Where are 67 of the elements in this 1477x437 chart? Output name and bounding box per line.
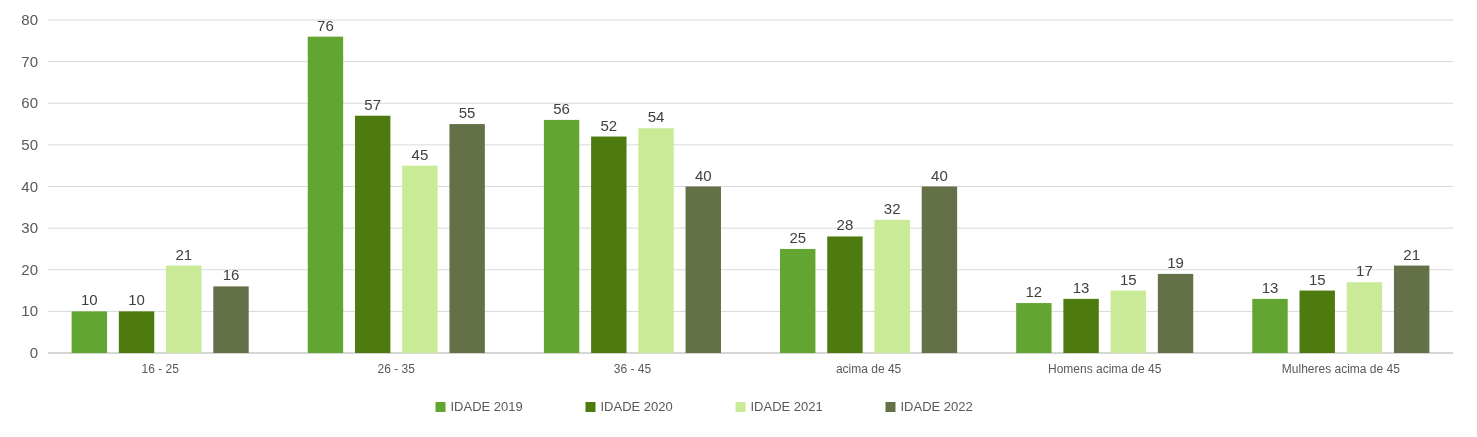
legend-label: IDADE 2019 <box>450 399 523 414</box>
bar <box>1110 290 1147 353</box>
legend-label: IDADE 2020 <box>600 399 673 414</box>
bar <box>402 165 438 353</box>
bar <box>1393 265 1430 353</box>
data-label: 13 <box>1261 278 1279 296</box>
data-label: 32 <box>883 199 901 217</box>
data-label: 40 <box>931 166 948 184</box>
bar <box>1157 273 1194 353</box>
bar <box>213 286 249 353</box>
data-label: 10 <box>128 291 145 309</box>
bar <box>780 248 816 353</box>
data-label: 25 <box>789 228 807 246</box>
data-label: 21 <box>175 245 193 263</box>
bar <box>1299 290 1335 353</box>
bar <box>307 36 344 353</box>
bar <box>685 186 721 353</box>
x-tick-label: 26 - 35 <box>377 362 416 376</box>
y-tick-label: 60 <box>21 94 38 112</box>
data-label: 10 <box>80 291 98 309</box>
bar <box>1063 298 1099 353</box>
data-label: 45 <box>411 145 429 163</box>
data-label: 54 <box>647 108 665 126</box>
bar <box>638 128 674 353</box>
legend-label: IDADE 2021 <box>750 399 823 414</box>
y-tick-label: 80 <box>21 11 38 28</box>
data-label: 13 <box>1072 278 1090 296</box>
y-tick-label: 50 <box>21 135 38 153</box>
y-tick-label: 40 <box>21 177 38 195</box>
data-label: 15 <box>1119 270 1137 288</box>
x-tick-label: Mulheres acima de 45 <box>1281 362 1401 376</box>
bar <box>874 219 910 353</box>
legend-label: IDADE 2022 <box>900 399 973 414</box>
data-label: 56 <box>553 99 570 117</box>
bar <box>1016 303 1052 353</box>
x-tick-label: acima de 45 <box>835 362 902 376</box>
y-tick-label: 70 <box>21 52 38 70</box>
data-label: 12 <box>1025 283 1043 301</box>
y-tick-label: 20 <box>21 260 38 278</box>
bar <box>166 265 202 353</box>
bar <box>71 311 108 353</box>
data-label: 21 <box>1403 245 1421 263</box>
bar <box>543 119 580 353</box>
y-tick-label: 0 <box>29 344 38 361</box>
y-tick-label: 10 <box>21 302 38 320</box>
bar <box>449 124 485 353</box>
data-label: 76 <box>317 16 334 34</box>
data-label: 16 <box>222 266 240 284</box>
data-label: 57 <box>364 95 382 113</box>
x-tick-label: Homens acima de 45 <box>1048 362 1162 376</box>
data-label: 28 <box>836 216 854 234</box>
y-tick-label: 30 <box>21 219 38 237</box>
data-label: 19 <box>1167 253 1184 271</box>
bar <box>118 311 155 353</box>
data-label: 17 <box>1356 262 1373 280</box>
x-tick-label: 16 - 25 <box>141 362 180 376</box>
data-label: 40 <box>694 166 712 184</box>
bar <box>1346 282 1383 353</box>
x-tick-label: 36 - 45 <box>613 362 652 376</box>
bar <box>354 115 391 353</box>
data-label: 55 <box>458 104 476 122</box>
data-label: 52 <box>600 116 618 134</box>
data-label: 15 <box>1308 270 1326 288</box>
bar <box>921 186 958 353</box>
bar <box>1252 298 1288 353</box>
bar <box>827 236 863 353</box>
bar <box>591 136 627 353</box>
